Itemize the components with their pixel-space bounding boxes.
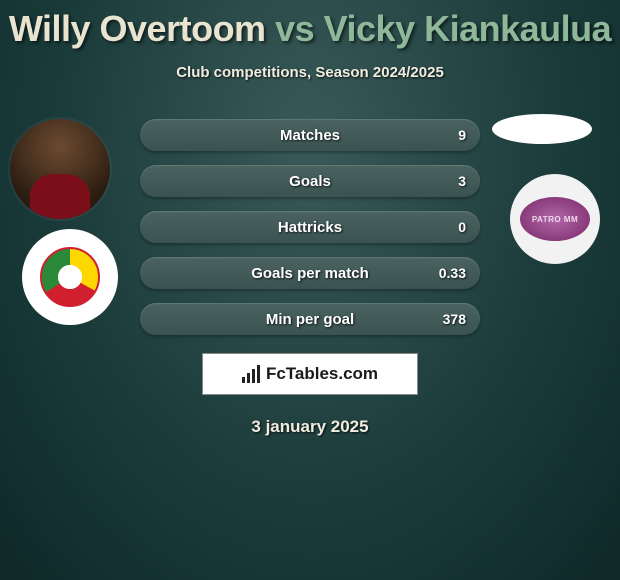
club-logo-icon <box>40 247 100 307</box>
date-label: 3 january 2025 <box>0 417 620 437</box>
player2-club-logo: PATRO MM <box>510 174 600 264</box>
title-player1: Willy Overtoom <box>9 8 266 49</box>
stat-row: Matches 9 <box>140 119 480 151</box>
stat-label: Matches <box>140 127 480 144</box>
stat-value: 9 <box>458 127 466 143</box>
club-badge-icon: PATRO MM <box>520 197 590 241</box>
bar-chart-icon <box>242 365 260 383</box>
player1-club-logo <box>22 229 118 325</box>
player2-avatar <box>492 114 592 144</box>
club-badge-text: PATRO MM <box>532 215 578 224</box>
title-player2: Vicky Kiankaulua <box>324 8 612 49</box>
page-title: Willy Overtoom vs Vicky Kiankaulua <box>0 8 620 50</box>
stat-value: 3 <box>458 173 466 189</box>
infographic-content: Willy Overtoom vs Vicky Kiankaulua Club … <box>0 0 620 580</box>
subtitle: Club competitions, Season 2024/2025 <box>0 64 620 81</box>
stat-row: Min per goal 378 <box>140 303 480 335</box>
stat-label: Min per goal <box>140 311 480 328</box>
title-vs: vs <box>275 8 314 49</box>
stat-label: Goals <box>140 173 480 190</box>
stat-label: Hattricks <box>140 219 480 236</box>
stat-rows: Matches 9 Goals 3 Hattricks 0 Goals per … <box>140 119 480 335</box>
stat-value: 378 <box>443 311 466 327</box>
stat-row: Goals 3 <box>140 165 480 197</box>
brand-text: FcTables.com <box>266 364 378 384</box>
stats-area: PATRO MM Matches 9 Goals 3 Hattricks 0 G… <box>0 119 620 437</box>
stat-row: Goals per match 0.33 <box>140 257 480 289</box>
player1-avatar <box>10 119 110 219</box>
stat-value: 0.33 <box>439 265 466 281</box>
stat-value: 0 <box>458 219 466 235</box>
stat-label: Goals per match <box>140 265 480 282</box>
brand-box: FcTables.com <box>202 353 418 395</box>
stat-row: Hattricks 0 <box>140 211 480 243</box>
